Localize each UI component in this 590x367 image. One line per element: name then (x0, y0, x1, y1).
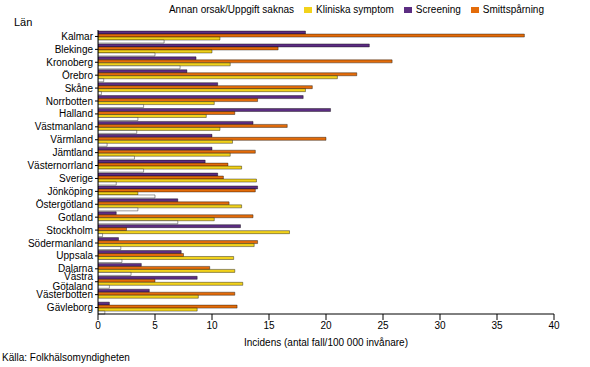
svg-text:Jönköping: Jönköping (47, 186, 93, 197)
svg-text:5: 5 (152, 320, 158, 331)
svg-text:Västmanland: Västmanland (35, 121, 93, 132)
svg-text:Skåne: Skåne (65, 83, 94, 94)
svg-text:Östergötland: Östergötland (36, 199, 93, 210)
svg-text:Västernorrland: Västernorrland (27, 160, 93, 171)
svg-text:Incidens (antal fall/100 000 i: Incidens (antal fall/100 000 invånare) (244, 337, 408, 348)
svg-text:Gävleborg: Gävleborg (47, 302, 93, 313)
svg-text:35: 35 (491, 320, 503, 331)
svg-text:10: 10 (206, 320, 218, 331)
svg-text:Sverige: Sverige (59, 173, 93, 184)
svg-text:Jämtland: Jämtland (52, 147, 93, 158)
svg-text:Södermanland: Södermanland (28, 238, 93, 249)
svg-text:25: 25 (377, 320, 389, 331)
svg-text:20: 20 (320, 320, 332, 331)
svg-text:Stockholm: Stockholm (46, 225, 93, 236)
svg-text:Halland: Halland (59, 108, 93, 119)
svg-text:Kalmar: Kalmar (61, 31, 93, 42)
svg-text:0: 0 (95, 320, 101, 331)
svg-text:30: 30 (434, 320, 446, 331)
svg-text:Gotland: Gotland (58, 212, 93, 223)
svg-text:15: 15 (263, 320, 275, 331)
svg-text:Västerbotten: Västerbotten (36, 289, 93, 300)
svg-text:Värmland: Värmland (50, 134, 93, 145)
svg-text:Uppsala: Uppsala (56, 250, 93, 261)
svg-text:Norrbotten: Norrbotten (46, 96, 93, 107)
svg-text:Örebro: Örebro (62, 70, 94, 81)
svg-text:Blekinge: Blekinge (55, 44, 94, 55)
svg-text:40: 40 (548, 320, 560, 331)
svg-text:Kronoberg: Kronoberg (46, 57, 93, 68)
